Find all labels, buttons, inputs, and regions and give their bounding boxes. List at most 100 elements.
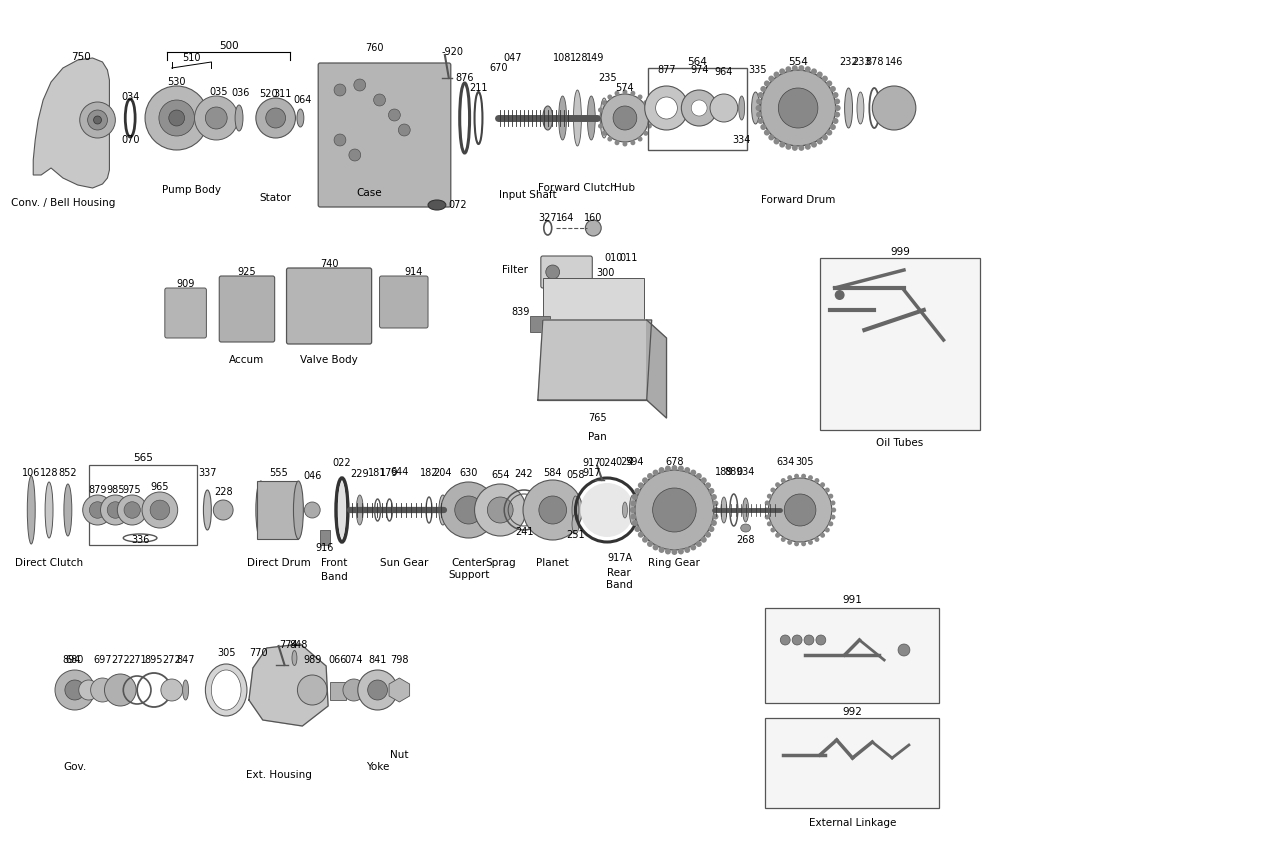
- Circle shape: [631, 520, 638, 526]
- Text: 876: 876: [455, 73, 474, 83]
- Text: 500: 500: [220, 41, 239, 51]
- Circle shape: [760, 70, 836, 146]
- Circle shape: [474, 484, 527, 536]
- Text: Ext. Housing: Ext. Housing: [245, 770, 312, 780]
- Circle shape: [607, 94, 612, 99]
- Circle shape: [792, 635, 803, 645]
- Circle shape: [822, 76, 828, 82]
- Circle shape: [615, 91, 620, 96]
- Circle shape: [677, 548, 684, 554]
- Circle shape: [804, 635, 814, 645]
- Circle shape: [781, 635, 790, 645]
- Text: 847: 847: [176, 655, 194, 665]
- Text: Yoke: Yoke: [366, 762, 390, 772]
- Circle shape: [713, 513, 718, 519]
- Text: Sprag: Sprag: [484, 558, 515, 568]
- Circle shape: [389, 109, 400, 121]
- Text: Direct Clutch: Direct Clutch: [15, 558, 83, 568]
- Text: 072: 072: [449, 200, 468, 210]
- Circle shape: [820, 533, 826, 538]
- Circle shape: [298, 678, 322, 702]
- Circle shape: [684, 547, 690, 553]
- Circle shape: [101, 495, 130, 525]
- Circle shape: [65, 680, 84, 700]
- Circle shape: [349, 149, 360, 161]
- Text: 179: 179: [380, 468, 399, 478]
- Circle shape: [523, 480, 583, 540]
- Circle shape: [613, 106, 636, 130]
- Circle shape: [814, 537, 819, 542]
- Text: 879: 879: [88, 485, 107, 495]
- Circle shape: [817, 139, 823, 145]
- Text: 311: 311: [273, 89, 291, 99]
- Circle shape: [598, 107, 603, 112]
- Text: 985: 985: [106, 485, 124, 495]
- Circle shape: [638, 482, 644, 488]
- Circle shape: [634, 526, 640, 532]
- Circle shape: [697, 473, 702, 479]
- Circle shape: [829, 124, 836, 130]
- Circle shape: [760, 124, 767, 130]
- Text: 760: 760: [366, 43, 383, 53]
- Circle shape: [713, 507, 720, 513]
- Circle shape: [161, 679, 183, 701]
- Text: 914: 914: [404, 267, 423, 277]
- Text: Band: Band: [321, 572, 348, 582]
- Ellipse shape: [296, 109, 304, 127]
- Bar: [530, 316, 550, 332]
- Circle shape: [89, 502, 106, 518]
- FancyBboxPatch shape: [286, 268, 372, 344]
- Text: 894: 894: [63, 655, 81, 665]
- Text: 852: 852: [59, 468, 77, 478]
- Text: 765: 765: [588, 413, 607, 423]
- Circle shape: [705, 482, 711, 488]
- Circle shape: [774, 482, 780, 487]
- Text: 839: 839: [511, 307, 530, 317]
- Circle shape: [79, 680, 98, 700]
- Text: 034: 034: [121, 92, 139, 102]
- Circle shape: [808, 475, 813, 480]
- Circle shape: [805, 144, 810, 150]
- Circle shape: [539, 496, 566, 524]
- Circle shape: [832, 92, 838, 98]
- Circle shape: [767, 494, 772, 499]
- Text: 774: 774: [279, 640, 298, 650]
- Circle shape: [828, 494, 833, 499]
- Text: 991: 991: [842, 595, 863, 605]
- Bar: [543, 278, 644, 320]
- Ellipse shape: [206, 664, 247, 716]
- FancyBboxPatch shape: [541, 256, 592, 288]
- Circle shape: [399, 124, 410, 136]
- Text: Hub: Hub: [615, 183, 635, 193]
- Circle shape: [358, 670, 397, 710]
- Text: 305: 305: [796, 457, 814, 467]
- Text: 024: 024: [616, 457, 634, 467]
- Text: 975: 975: [123, 485, 142, 495]
- Text: 889: 889: [725, 467, 743, 477]
- Circle shape: [634, 488, 640, 494]
- Circle shape: [691, 100, 707, 116]
- Circle shape: [546, 265, 560, 279]
- Text: 554: 554: [789, 57, 808, 67]
- Text: Ring Gear: Ring Gear: [648, 558, 700, 568]
- Text: 992: 992: [842, 707, 863, 717]
- Circle shape: [158, 100, 194, 136]
- Circle shape: [764, 514, 769, 519]
- Circle shape: [814, 478, 819, 483]
- Circle shape: [758, 118, 764, 124]
- Circle shape: [643, 100, 648, 105]
- Ellipse shape: [574, 90, 581, 146]
- Text: 305: 305: [217, 648, 235, 658]
- Text: Pump Body: Pump Body: [162, 185, 221, 195]
- Circle shape: [653, 488, 697, 532]
- Ellipse shape: [858, 92, 864, 124]
- Ellipse shape: [622, 502, 627, 518]
- Circle shape: [835, 111, 840, 117]
- Text: 878: 878: [865, 57, 883, 67]
- Circle shape: [647, 473, 653, 479]
- Circle shape: [768, 76, 774, 82]
- Circle shape: [631, 494, 638, 500]
- Ellipse shape: [739, 96, 745, 120]
- FancyBboxPatch shape: [220, 276, 275, 342]
- Text: 644: 644: [390, 467, 409, 477]
